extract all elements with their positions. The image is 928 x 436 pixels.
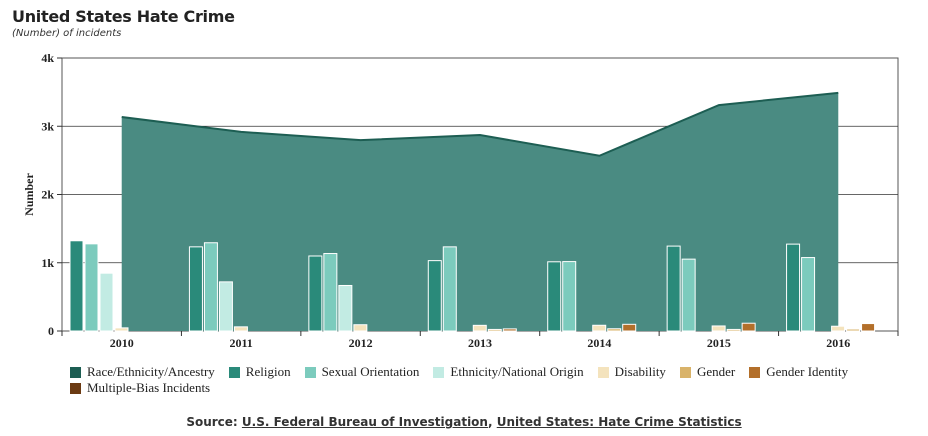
bar-gender-2015 <box>726 328 741 332</box>
source-line: Source: U.S. Federal Bureau of Investiga… <box>0 415 928 429</box>
bar-disability-2014 <box>592 324 607 332</box>
legend-label: Gender Identity <box>766 364 849 379</box>
legend-item[interactable]: Gender <box>679 364 736 380</box>
legend-label: Race/Ethnicity/Ancestry <box>87 364 215 379</box>
legend-item[interactable]: Multiple-Bias Incidents <box>70 380 210 396</box>
legend-swatch <box>304 366 316 378</box>
bar-gender-identity-2013 <box>502 328 517 332</box>
y-tick-label: 2k <box>41 188 54 202</box>
bar-ethnicity-national-origin-2011 <box>218 281 233 332</box>
bar-religion-2013 <box>427 260 442 332</box>
hate-crime-chart: 0 1k 2k 3k 4k Number 2010 2011 2012 2013 2014 2015 2… <box>22 51 899 350</box>
legend-item[interactable]: Sexual Orientation <box>304 364 420 380</box>
bar-gender-2016 <box>846 328 861 332</box>
bar-ethnicity-national-origin-2012 <box>338 284 353 332</box>
legend-label: Disability <box>614 364 666 379</box>
bar-disability-2011 <box>233 326 248 332</box>
legend-swatch <box>228 366 240 378</box>
bar-gender-2013 <box>487 328 502 332</box>
y-tick-label: 1k <box>41 256 54 270</box>
source-link-fbi[interactable]: U.S. Federal Bureau of Investigation <box>241 415 488 429</box>
bar-gender-2014 <box>607 328 622 332</box>
bar-gender-identity-2015 <box>741 322 756 332</box>
legend-swatch <box>433 366 445 378</box>
legend-item[interactable]: Ethnicity/National Origin <box>433 364 584 380</box>
bar-religion-2016 <box>786 243 801 332</box>
bar-gender-identity-2016 <box>861 323 876 332</box>
legend-item[interactable]: Gender Identity <box>749 364 848 380</box>
area-race-ethnicity-ancestry <box>121 92 839 331</box>
legend-swatch <box>679 366 691 378</box>
source-prefix: Source: <box>186 415 238 429</box>
bar-sexual-orientation-2011 <box>203 242 218 332</box>
source-link-statistics[interactable]: United States: Hate Crime Statistics <box>496 415 742 429</box>
bar-religion-2012 <box>308 255 323 332</box>
bar-religion-2010 <box>69 240 84 332</box>
x-tick-label: 2012 <box>349 336 373 350</box>
legend-item[interactable]: Disability <box>597 364 666 380</box>
bar-disability-2016 <box>831 325 846 332</box>
legend-swatch <box>70 366 81 378</box>
legend-label: Gender <box>696 364 736 379</box>
chart-subtitle: (Number) of incidents <box>12 28 122 39</box>
bar-gender-identity-2014 <box>622 323 637 332</box>
area-line-race-ethnicity-ancestry <box>121 91 839 157</box>
x-tick-label: 2016 <box>826 336 850 350</box>
source-separator: , <box>487 415 493 429</box>
bar-sexual-orientation-2013 <box>442 246 457 332</box>
legend-swatch <box>749 366 761 378</box>
x-tick-label: 2015 <box>707 336 731 350</box>
y-axis-label: Number <box>22 173 36 216</box>
legend-label: Religion <box>245 364 291 379</box>
chart-title: United States Hate Crime <box>12 7 235 26</box>
legend-label: Multiple-Bias Incidents <box>87 380 211 395</box>
bar-sexual-orientation-2015 <box>681 258 696 332</box>
bar-disability-2015 <box>711 325 726 332</box>
bar-sexual-orientation-2010 <box>84 243 99 332</box>
legend-label: Sexual Orientation <box>321 364 420 379</box>
x-tick-label: 2013 <box>468 336 492 350</box>
y-tick-label: 4k <box>41 51 54 65</box>
x-tick-label: 2010 <box>110 336 134 350</box>
bar-sexual-orientation-2014 <box>562 261 577 332</box>
chart-legend: Race/Ethnicity/Ancestry Religion Sexual Or… <box>70 364 890 396</box>
legend-item[interactable]: Religion <box>228 364 291 380</box>
bar-sexual-orientation-2016 <box>801 257 816 332</box>
x-tick-label: 2011 <box>229 336 252 350</box>
y-tick-label: 0 <box>48 324 54 338</box>
x-tick-label: 2014 <box>587 336 611 350</box>
legend-swatch <box>597 366 609 378</box>
bar-religion-2015 <box>666 245 681 332</box>
bar-sexual-orientation-2012 <box>323 253 338 332</box>
bar-ethnicity-national-origin-2010 <box>99 272 114 332</box>
bar-religion-2014 <box>547 261 562 332</box>
y-tick-label: 3k <box>41 119 54 133</box>
bar-disability-2013 <box>472 324 487 332</box>
legend-label: Ethnicity/National Origin <box>450 364 584 379</box>
legend-swatch <box>70 382 81 394</box>
bar-disability-2012 <box>353 324 368 332</box>
bar-religion-2011 <box>188 246 203 332</box>
legend-item[interactable]: Race/Ethnicity/Ancestry <box>70 364 215 380</box>
bar-disability-2010 <box>114 327 129 332</box>
